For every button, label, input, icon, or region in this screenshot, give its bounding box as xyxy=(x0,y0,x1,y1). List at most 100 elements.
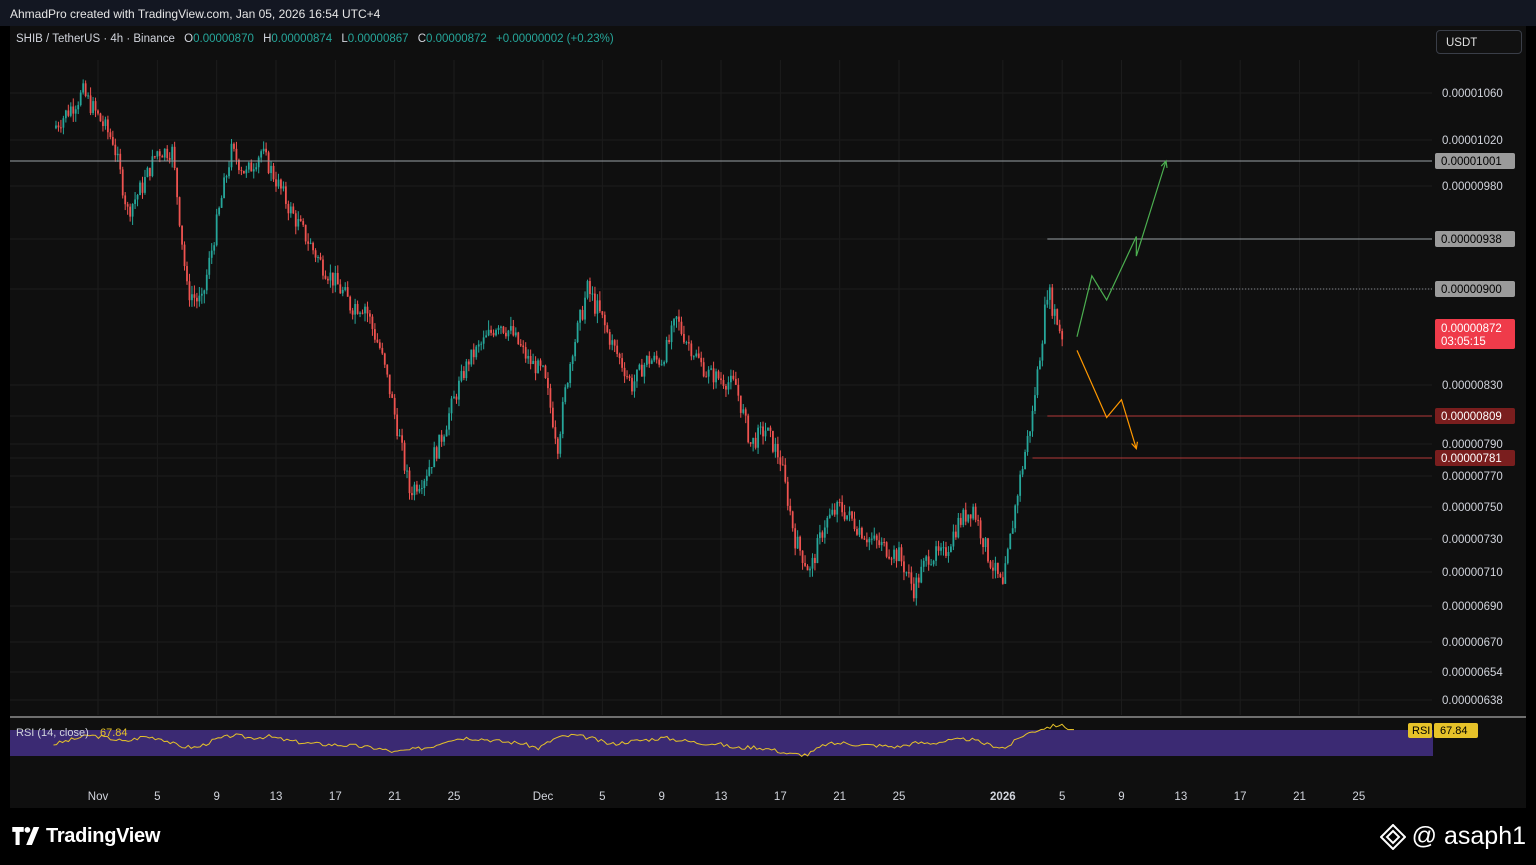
candle-body xyxy=(608,332,611,345)
chart-panel[interactable] xyxy=(10,26,1526,808)
candle-body xyxy=(598,300,601,312)
candle-body xyxy=(492,332,495,336)
candle-body xyxy=(930,564,933,566)
candle-body xyxy=(579,309,581,323)
candle-body xyxy=(280,179,282,189)
candle-body xyxy=(230,143,233,168)
candle-body xyxy=(784,464,787,482)
candle-body xyxy=(319,256,322,260)
candle-body xyxy=(240,170,243,172)
candle-body xyxy=(361,312,364,314)
candle-body xyxy=(1006,549,1009,564)
candle-body xyxy=(458,380,460,400)
candle-body xyxy=(917,577,920,583)
candle-body xyxy=(893,549,895,559)
tradingview-logo[interactable]: TradingView xyxy=(12,824,160,848)
candle-body xyxy=(420,488,423,490)
candle-body xyxy=(848,511,851,516)
candle-body xyxy=(613,340,616,346)
candle-body xyxy=(443,436,446,442)
candle-body xyxy=(166,148,169,159)
candle-body xyxy=(228,167,230,177)
candle-body xyxy=(317,256,319,258)
candle-body xyxy=(645,355,648,365)
candle-body xyxy=(282,186,285,189)
candle-body xyxy=(369,313,371,317)
candle-body xyxy=(324,275,327,279)
rsi-tag: RSI xyxy=(1412,725,1430,737)
time-tick: 21 xyxy=(388,791,401,803)
candle-body xyxy=(213,245,216,251)
candle-body xyxy=(396,414,399,436)
time-tick: 9 xyxy=(658,791,664,803)
candle-body xyxy=(64,110,67,119)
rsi-axis-value-bg xyxy=(1434,723,1478,738)
last-price: 0.00000872 xyxy=(1441,323,1502,335)
candle-body xyxy=(616,345,619,354)
candle-body xyxy=(581,309,584,320)
candle-body xyxy=(480,343,483,345)
candle-body xyxy=(796,536,799,549)
candle-body xyxy=(979,520,982,539)
candle-body xyxy=(163,148,166,158)
candle-body xyxy=(329,272,332,281)
currency-selector-button[interactable]: USDT xyxy=(1436,30,1522,54)
candle-body xyxy=(774,443,777,452)
candle-body xyxy=(717,371,720,379)
candle-body xyxy=(640,364,643,377)
candle-body xyxy=(411,493,413,496)
candle-body xyxy=(60,127,62,129)
candle-body xyxy=(477,344,480,347)
projection-arrowhead-bullish xyxy=(1160,159,1168,169)
candle-body xyxy=(158,151,161,156)
candle-body xyxy=(72,106,75,114)
candle-body xyxy=(791,511,794,529)
candle-body xyxy=(695,353,698,357)
candle-body xyxy=(200,293,203,296)
candle-body xyxy=(920,566,923,583)
candle-body xyxy=(757,427,759,448)
candle-body xyxy=(838,502,841,504)
candle-body xyxy=(425,475,428,481)
candle-body xyxy=(475,346,478,358)
candle-body xyxy=(378,342,381,348)
price-tick: 0.00000670 xyxy=(1442,637,1503,649)
candle-body xyxy=(393,397,396,415)
candle-body xyxy=(255,167,258,170)
symbol-name: SHIB / TetherUS · 4h · Binance xyxy=(16,33,175,45)
candle-body xyxy=(705,376,708,378)
candle-body xyxy=(861,527,863,539)
high-label: H xyxy=(263,33,272,45)
candle-body xyxy=(737,384,740,396)
candle-body xyxy=(247,162,250,170)
candle-body xyxy=(584,297,586,320)
candle-body xyxy=(594,293,596,314)
candle-body xyxy=(111,137,114,145)
candle-body xyxy=(814,557,816,564)
candle-body xyxy=(621,358,624,368)
candle-body xyxy=(74,109,77,114)
candle-body xyxy=(643,364,646,377)
candle-body xyxy=(890,558,893,560)
candle-body xyxy=(218,207,221,215)
candle-body xyxy=(126,204,129,207)
candle-body xyxy=(433,447,436,468)
price-level-tag-bg xyxy=(1435,450,1515,466)
candle-body xyxy=(744,409,747,416)
candle-body xyxy=(663,362,666,365)
candle-body xyxy=(233,143,235,149)
author-handle: @ asaph1 xyxy=(1411,822,1526,850)
candle-body xyxy=(668,340,670,343)
candle-body xyxy=(87,95,90,97)
candle-body xyxy=(811,557,814,569)
candle-body xyxy=(435,447,438,459)
candle-body xyxy=(702,362,705,377)
candle-body xyxy=(670,325,673,343)
candle-body xyxy=(734,378,737,385)
time-tick: 9 xyxy=(1118,791,1124,803)
candle-body xyxy=(495,330,497,336)
candle-body xyxy=(586,281,589,298)
candle-body xyxy=(465,361,468,379)
candle-body xyxy=(314,250,317,258)
